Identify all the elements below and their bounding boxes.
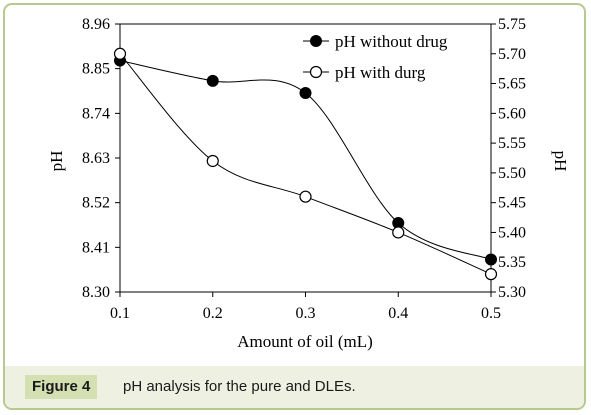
series-line-ph-with-durg — [119, 53, 492, 275]
y-left-tick-label: 8.41 — [82, 239, 110, 256]
data-point-ph-with-durg — [299, 190, 312, 203]
data-point-ph-without-drug — [299, 87, 312, 100]
y-right-tick-label: 5.65 — [498, 76, 526, 93]
data-point-ph-with-durg — [392, 226, 405, 239]
data-point-ph-with-durg — [484, 268, 498, 281]
y-right-tick-label: 5.45 — [498, 195, 526, 212]
x-tick-label: 0.2 — [203, 305, 223, 322]
x-tick-label: 0.3 — [296, 305, 316, 322]
y-right-tick-label: 5.40 — [498, 224, 526, 241]
y-right-tick-label: 5.30 — [498, 284, 526, 301]
x-axis-label: Amount of oil (mL) — [237, 332, 373, 351]
legend-marker-open-circle — [309, 65, 323, 79]
figure-caption: pH analysis for the pure and DLEs. — [123, 378, 356, 395]
legend: pH without drug pH with durg — [303, 32, 448, 82]
y-right-tick-label: 5.35 — [498, 254, 526, 271]
x-tick-label: 0.5 — [481, 305, 501, 322]
data-point-ph-with-durg — [206, 154, 219, 168]
y-right-tick-label: 5.75 — [498, 16, 526, 33]
data-point-ph-with-durg — [113, 47, 127, 60]
chart: 8.30 8.41 8.52 8.63 8.74 8.85 8.96 5.30 5.35 5.4… — [47, 16, 570, 351]
legend-label-without-drug: pH without drug — [335, 32, 448, 51]
figure-panel: 8.30 8.41 8.52 8.63 8.74 8.85 8.96 5.30 5.35 5.4… — [3, 3, 586, 410]
series-layer — [113, 47, 498, 281]
y-left-tick-label: 8.30 — [82, 284, 110, 301]
figure-label: Figure 4 — [25, 375, 98, 399]
legend-label-with-durg: pH with durg — [335, 63, 426, 82]
legend-marker-filled-circle — [310, 35, 322, 47]
caption-bar: Figure 4 pH analysis for the pure and DL… — [5, 366, 584, 408]
data-point-ph-without-drug — [485, 253, 497, 266]
plot-frame — [119, 23, 492, 293]
x-tick-label: 0.1 — [110, 305, 130, 322]
y-right-tick-label: 5.70 — [498, 46, 526, 63]
y-right-axis: 5.30 5.35 5.40 5.45 5.50 5.55 5.60 5.65 5.70 5.75 — [491, 16, 526, 301]
y-left-label: pH — [47, 151, 66, 172]
data-point-ph-without-drug — [206, 74, 219, 87]
y-left-tick-label: 8.96 — [82, 16, 110, 33]
y-right-tick-label: 5.55 — [498, 135, 526, 152]
y-left-tick-label: 8.85 — [82, 61, 110, 78]
y-left-tick-label: 8.52 — [82, 195, 110, 212]
y-left-tick-label: 8.74 — [82, 105, 110, 122]
y-right-tick-label: 5.60 — [498, 105, 526, 122]
x-tick-label: 0.4 — [388, 305, 408, 322]
x-axis: 0.1 0.2 0.3 0.4 0.5 — [110, 292, 501, 322]
y-left-axis: 8.30 8.41 8.52 8.63 8.74 8.85 8.96 — [82, 16, 120, 301]
y-right-tick-label: 5.50 — [498, 165, 526, 182]
y-right-label: pH — [551, 151, 570, 172]
y-left-tick-label: 8.63 — [82, 150, 110, 167]
